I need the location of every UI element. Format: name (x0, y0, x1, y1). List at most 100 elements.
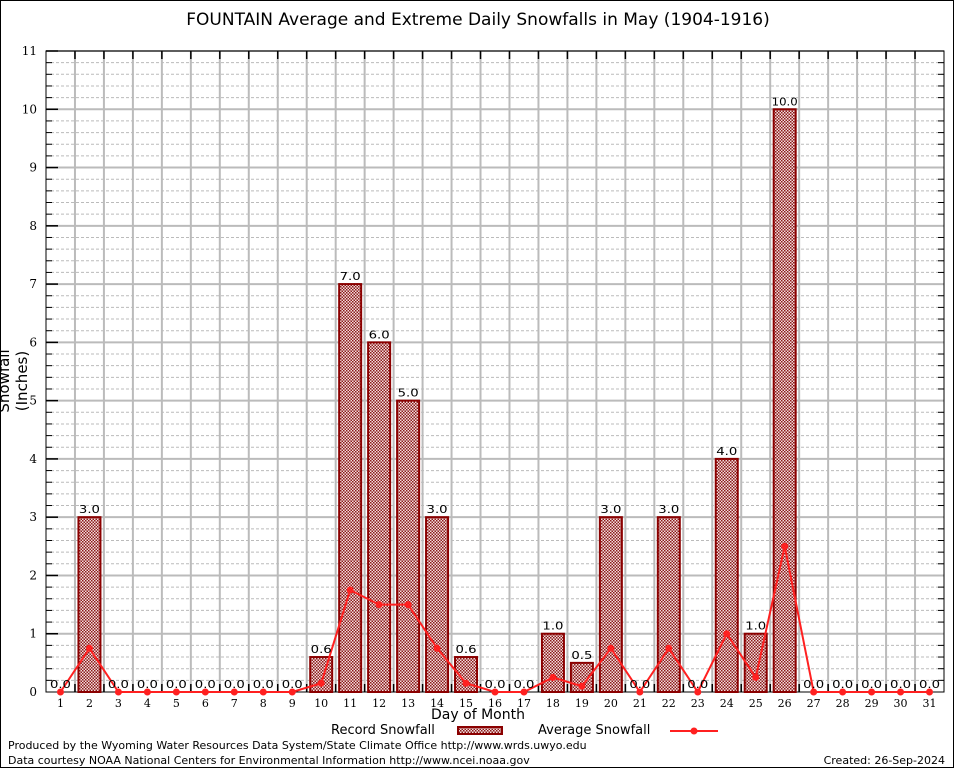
bar-value-label: 4.0 (716, 445, 737, 458)
bar-value-label: 10.0 (772, 95, 798, 108)
x-tick-label: 10 (314, 697, 328, 710)
bar-value-label: 0.0 (195, 678, 216, 691)
y-tick-label: 5 (29, 394, 37, 408)
x-tick-label: 8 (260, 697, 267, 710)
x-tick-label: 14 (430, 697, 444, 710)
x-tick-label: 3 (115, 697, 122, 710)
average-point-day-15 (462, 679, 470, 687)
x-tick-label: 27 (807, 697, 821, 710)
bar-value-label: 3.0 (427, 503, 448, 516)
average-point-day-23 (694, 688, 702, 696)
bar-value-label: 0.0 (861, 678, 882, 691)
average-point-day-20 (607, 644, 615, 652)
average-point-day-14 (433, 644, 441, 652)
legend-average-swatch-point (690, 727, 698, 735)
x-tick-label: 15 (459, 697, 473, 710)
y-tick-label: 1 (29, 627, 37, 641)
plot-frame (45, 50, 945, 693)
x-tick-label: 26 (778, 697, 792, 710)
average-point-day-9 (288, 688, 296, 696)
bar-value-label: 0.0 (919, 678, 940, 691)
y-tick-label: 7 (29, 277, 37, 291)
bar-day-18 (540, 632, 565, 694)
x-tick-label: 13 (401, 697, 415, 710)
average-point-day-4 (143, 688, 151, 696)
bar-value-label: 0.0 (166, 678, 187, 691)
bar-value-label: 0.0 (832, 678, 853, 691)
y-tick-label: 8 (29, 219, 37, 233)
bar-value-label: 3.0 (600, 503, 621, 516)
bar-value-label: 0.0 (253, 678, 274, 691)
bar-day-14 (425, 516, 450, 693)
bar-day-13 (396, 399, 421, 693)
average-point-day-1 (56, 688, 64, 696)
bar-value-label: 0.0 (224, 678, 245, 691)
bar-value-label: 0.5 (571, 649, 592, 662)
bar-value-label: 6.0 (369, 328, 390, 341)
y-tick-label: 0 (29, 685, 37, 699)
legend-record-swatch (457, 726, 503, 735)
bar-value-label: 0.6 (311, 643, 332, 656)
average-point-day-28 (839, 688, 847, 696)
footer-producer: Produced by the Wyoming Water Resources … (8, 739, 587, 752)
average-point-day-21 (636, 688, 644, 696)
average-point-day-25 (752, 673, 760, 681)
average-point-day-5 (172, 688, 180, 696)
bar-value-label: 3.0 (658, 503, 679, 516)
x-tick-label: 24 (720, 697, 734, 710)
x-tick-label: 18 (546, 697, 560, 710)
y-tick-label: 9 (29, 161, 37, 175)
x-tick-label: 2 (86, 697, 93, 710)
x-tick-label: 5 (173, 697, 180, 710)
average-point-day-19 (578, 682, 586, 690)
y-tick-label: 4 (29, 452, 37, 466)
x-tick-label: 31 (923, 697, 937, 710)
average-point-day-24 (723, 630, 731, 638)
bar-value-label: 3.0 (79, 503, 100, 516)
bar-value-label: 0.0 (629, 678, 650, 691)
average-point-day-11 (346, 586, 354, 594)
average-point-day-22 (665, 644, 673, 652)
legend-average-label: Average Snowfall (538, 723, 651, 738)
x-tick-label: 25 (749, 697, 763, 710)
average-point-day-6 (201, 688, 209, 696)
bar-value-label: 0.0 (890, 678, 911, 691)
x-tick-label: 21 (633, 697, 647, 710)
y-tick-label: 3 (29, 510, 37, 524)
bar-value-label: 0.0 (803, 678, 824, 691)
bar-day-12 (367, 341, 392, 693)
x-tick-label: 1 (57, 697, 64, 710)
bar-day-2 (77, 516, 102, 693)
average-point-day-17 (520, 688, 528, 696)
x-tick-label: 23 (691, 697, 705, 710)
bar-value-label: 5.0 (398, 387, 419, 400)
bar-value-label: 0.0 (137, 678, 158, 691)
bar-value-label: 7.0 (340, 270, 361, 283)
average-point-day-18 (549, 673, 557, 681)
average-point-day-31 (926, 688, 934, 696)
x-tick-label: 17 (517, 697, 531, 710)
y-tick-label: 10 (22, 102, 37, 116)
x-tick-label: 19 (575, 697, 589, 710)
average-point-day-27 (810, 688, 818, 696)
y-tick-label: 6 (29, 335, 37, 349)
chart-title: FOUNTAIN Average and Extreme Daily Snowf… (186, 10, 770, 30)
bar-day-26 (772, 108, 797, 694)
x-axis-label: Day of Month (431, 707, 525, 723)
x-tick-label: 29 (865, 697, 879, 710)
footer-created-date: Created: 26-Sep-2024 (823, 754, 945, 767)
bar-value-label: 0.0 (687, 678, 708, 691)
y-tick-label: 2 (29, 568, 37, 582)
x-tick-label: 28 (836, 697, 850, 710)
x-tick-label: 9 (289, 697, 296, 710)
y-axis-label: Snowfall (Inches) (0, 349, 31, 413)
average-point-day-13 (404, 601, 412, 609)
x-tick-label: 7 (231, 697, 238, 710)
bar-value-label: 0.0 (50, 678, 71, 691)
footer-data-source: Data courtesy NOAA National Centers for … (8, 754, 530, 767)
average-point-day-8 (259, 688, 267, 696)
average-point-day-16 (491, 688, 499, 696)
x-tick-label: 22 (662, 697, 676, 710)
